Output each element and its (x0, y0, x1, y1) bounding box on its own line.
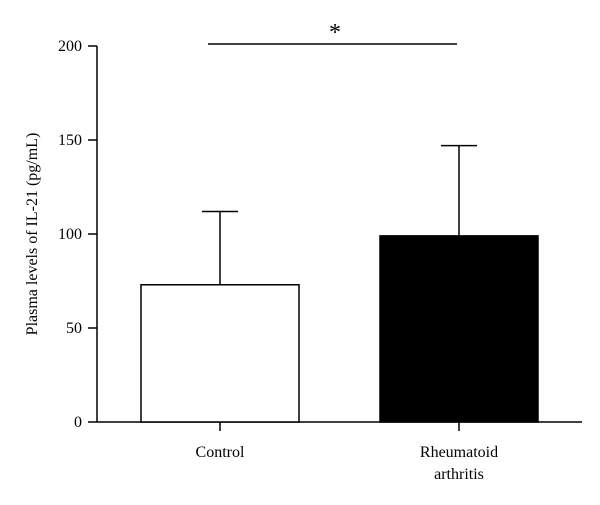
y-tick-label: 200 (58, 38, 82, 55)
significance-marker: * (329, 20, 341, 46)
y-tick-label: 0 (74, 414, 82, 431)
x-tick-label-line: arthritis (434, 466, 484, 483)
y-tick-label: 100 (58, 226, 82, 243)
x-tick-label: Control (196, 444, 245, 461)
x-tick-label: Rheumatoid arthritis (420, 444, 498, 483)
y-tick-label: 150 (58, 132, 82, 149)
x-tick-label-line: Control (196, 444, 245, 461)
y-tick-label: 50 (66, 320, 82, 337)
bar-0 (140, 284, 300, 423)
bar-1 (379, 235, 539, 423)
y-axis-label: Plasma levels of IL-21 (pg/mL) (24, 133, 41, 336)
x-tick-label-line: Rheumatoid (420, 444, 498, 461)
